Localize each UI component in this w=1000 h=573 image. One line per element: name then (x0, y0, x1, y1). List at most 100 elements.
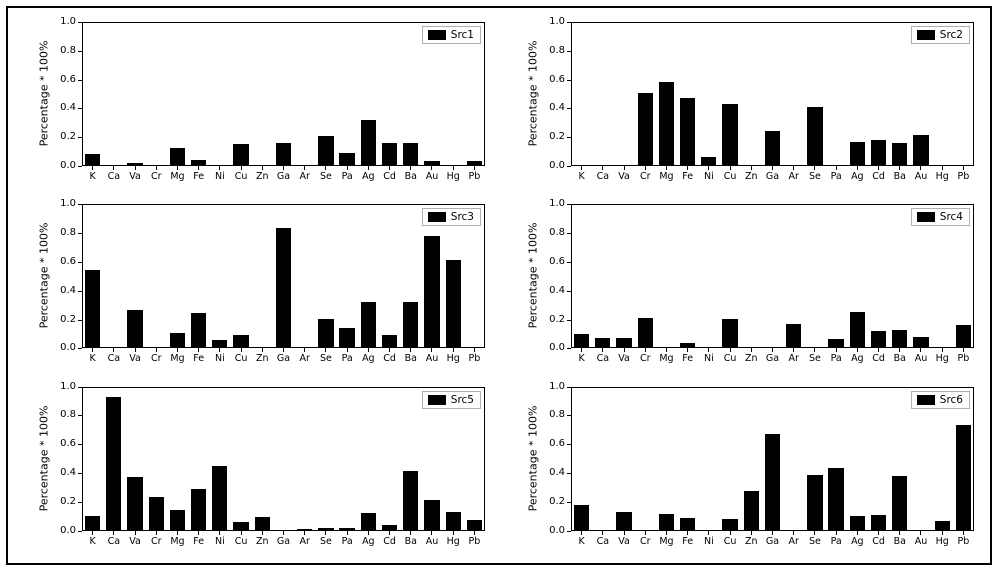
xtick-mark (751, 348, 752, 352)
xtick-mark (963, 348, 964, 352)
bar (191, 313, 206, 348)
bar (318, 319, 333, 349)
bar (850, 142, 865, 166)
bar (659, 82, 674, 166)
legend-label: Src1 (451, 29, 474, 41)
xtick-label: Pb (462, 171, 486, 182)
legend: Src5 (422, 391, 481, 409)
xtick-mark (198, 348, 199, 352)
bar (595, 338, 610, 348)
ytick-mark (78, 233, 82, 234)
ytick-label: 0.2 (48, 314, 76, 325)
bar (786, 324, 801, 348)
ytick-mark (567, 262, 571, 263)
xtick-mark (836, 531, 837, 535)
xtick-mark (878, 531, 879, 535)
xtick-mark (325, 531, 326, 535)
xtick-mark (283, 348, 284, 352)
xtick-mark (177, 531, 178, 535)
ytick-label: 0.2 (48, 131, 76, 142)
bar (85, 516, 100, 531)
xtick-mark (304, 166, 305, 170)
ytick-label: 0.6 (537, 438, 565, 449)
xtick-mark (325, 166, 326, 170)
xtick-mark (645, 166, 646, 170)
xtick-mark (793, 348, 794, 352)
bar (339, 153, 354, 166)
ytick-label: 0.2 (537, 496, 565, 507)
bar (361, 513, 376, 531)
xtick-mark (304, 348, 305, 352)
bar (361, 120, 376, 166)
xtick-mark (198, 531, 199, 535)
bar (722, 104, 737, 166)
xtick-mark (347, 166, 348, 170)
xtick-mark (474, 531, 475, 535)
xtick-mark (708, 166, 709, 170)
xtick-mark (920, 348, 921, 352)
xtick-mark (942, 348, 943, 352)
xtick-mark (135, 531, 136, 535)
ytick-label: 0.6 (48, 438, 76, 449)
bar (170, 510, 185, 530)
ytick-label: 0.0 (537, 525, 565, 536)
ytick-mark (78, 291, 82, 292)
xtick-mark (241, 348, 242, 352)
bar (255, 517, 270, 531)
bar (233, 522, 248, 531)
xtick-mark (708, 348, 709, 352)
xtick-mark (836, 348, 837, 352)
ytick-mark (78, 444, 82, 445)
ytick-mark (78, 137, 82, 138)
bar (722, 319, 737, 349)
legend-swatch (428, 30, 446, 40)
bar (170, 333, 185, 349)
xtick-mark (389, 531, 390, 535)
xtick-mark (751, 531, 752, 535)
ytick-mark (567, 22, 571, 23)
xtick-mark (772, 166, 773, 170)
bar (382, 335, 397, 348)
legend: Src3 (422, 208, 481, 226)
ytick-mark (567, 415, 571, 416)
xtick-mark (920, 531, 921, 535)
bar (956, 325, 971, 348)
ytick-mark (567, 531, 571, 532)
legend-swatch (917, 212, 935, 222)
ytick-label: 0.4 (48, 467, 76, 478)
legend-swatch (917, 30, 935, 40)
bar (828, 339, 843, 348)
bar (233, 335, 248, 348)
xtick-mark (262, 166, 263, 170)
ytick-label: 0.8 (537, 409, 565, 420)
ytick-label: 0.8 (537, 227, 565, 238)
ytick-label: 0.8 (48, 409, 76, 420)
bar (127, 477, 142, 531)
bar (871, 515, 886, 531)
xtick-mark (453, 531, 454, 535)
xtick-mark (899, 166, 900, 170)
bar (339, 328, 354, 348)
bar (446, 512, 461, 531)
xtick-mark (389, 166, 390, 170)
bar (638, 93, 653, 166)
bar (233, 144, 248, 166)
ytick-mark (78, 473, 82, 474)
xtick-mark (878, 166, 879, 170)
xtick-mark (624, 348, 625, 352)
xtick-mark (730, 531, 731, 535)
xtick-mark (666, 531, 667, 535)
bar (913, 337, 928, 348)
ytick-mark (78, 387, 82, 388)
bar (85, 154, 100, 166)
xtick-mark (241, 166, 242, 170)
panel-src5: Percentage * 100%0.00.20.40.60.81.0KCaVa… (14, 379, 495, 557)
ytick-label: 0.4 (537, 467, 565, 478)
bar (828, 468, 843, 531)
xtick-mark (857, 166, 858, 170)
panel-src3: Percentage * 100%0.00.20.40.60.81.0KCaVa… (14, 196, 495, 374)
xtick-mark (262, 348, 263, 352)
xtick-mark (793, 531, 794, 535)
bar (170, 148, 185, 166)
ytick-label: 1.0 (537, 198, 565, 209)
